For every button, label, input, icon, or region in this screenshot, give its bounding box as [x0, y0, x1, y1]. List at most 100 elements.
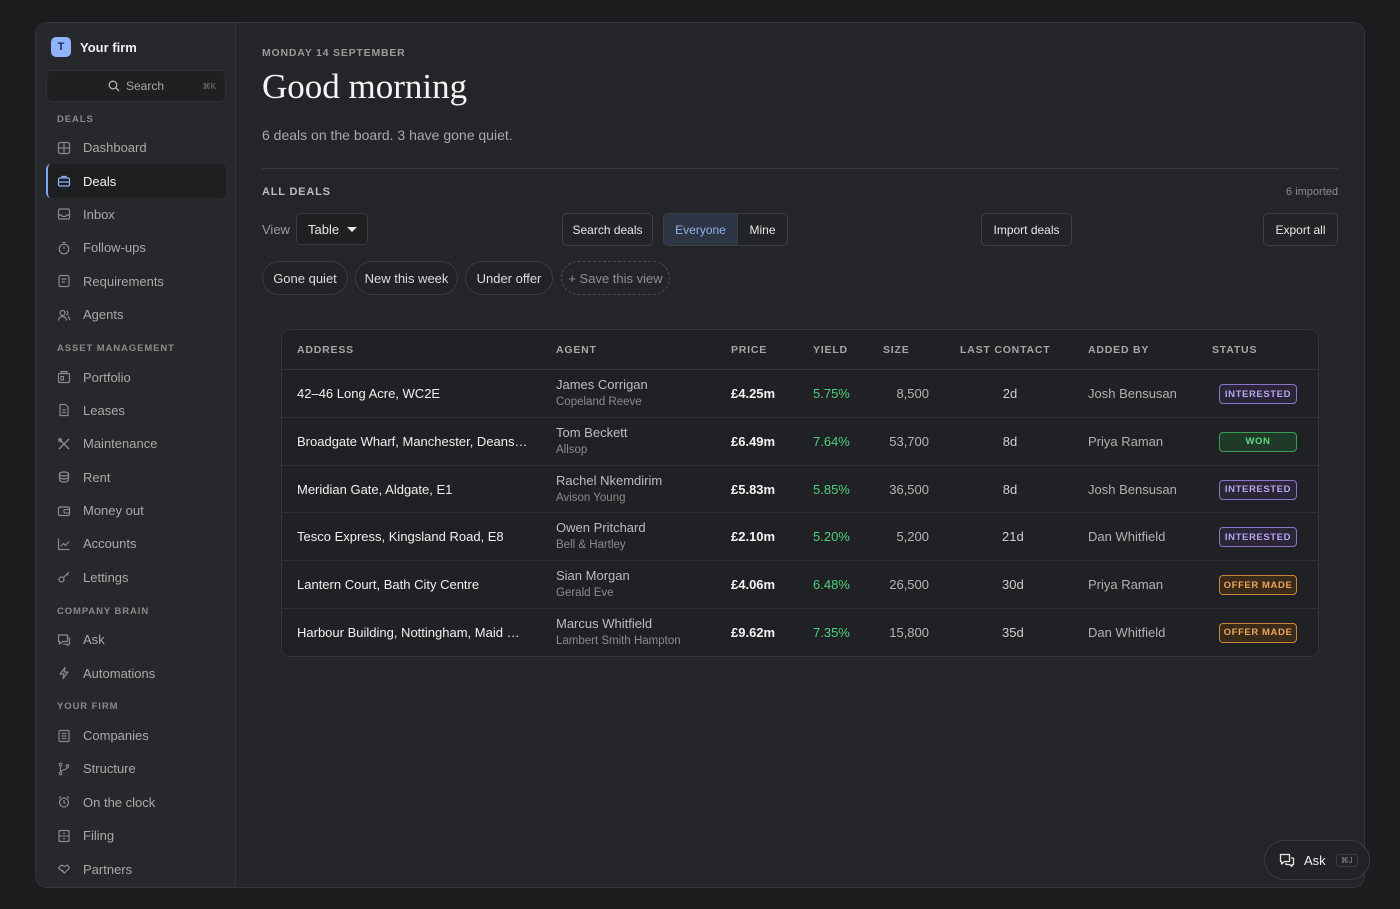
agent-firm-cell: Copeland Reeve [556, 396, 642, 408]
tools-icon [57, 437, 71, 451]
sidebar-item-follow-ups[interactable]: Follow-ups [46, 231, 226, 264]
sidebar-item-label: Partners [83, 861, 133, 877]
sidebar-item-ask[interactable]: Ask [46, 623, 226, 656]
column-header-added-by[interactable]: ADDED BY [1088, 344, 1150, 356]
sidebar-section-title: ASSET MANAGEMENT [57, 342, 175, 354]
column-header-address[interactable]: ADDRESS [297, 344, 354, 356]
ask-button[interactable]: Ask ⌘J [1264, 840, 1370, 880]
imported-count: 6 imported [1286, 186, 1338, 198]
chip-gone-quiet[interactable]: Gone quiet [262, 261, 348, 295]
segment-everyone[interactable]: Everyone [664, 214, 738, 245]
agent-name-cell: Owen Pritchard [556, 520, 646, 536]
agent-name-cell: Sian Morgan [556, 568, 630, 584]
save-view-button[interactable]: + Save this view [561, 261, 670, 295]
last-contact-cell: 30d [1002, 577, 1024, 593]
agent-name-cell: Tom Beckett [556, 424, 628, 440]
address-cell: Tesco Express, Kingsland Road, E8 [297, 529, 504, 545]
table-row[interactable]: 42–46 Long Acre, WC2E James Corrigan Copel… [282, 370, 1318, 418]
inbox-icon [57, 207, 71, 221]
sidebar-item-deals[interactable]: Deals [46, 164, 226, 198]
status-badge: OFFER MADE [1219, 575, 1297, 596]
table-row[interactable]: Tesco Express, Kingsland Road, E8 Owen Pr… [282, 513, 1318, 562]
sidebar-item-label: Filing [83, 828, 115, 844]
sidebar-item-companies[interactable]: Companies [46, 719, 226, 752]
sidebar-item-label: Ask [83, 632, 105, 648]
table-row[interactable]: Meridian Gate, Aldgate, E1 Rachel Nkemdir… [282, 466, 1318, 514]
view-select-value: Table [308, 221, 340, 237]
view-select[interactable]: Table [296, 213, 368, 245]
sidebar-item-portfolio[interactable]: Portfolio [46, 360, 226, 393]
column-header-status[interactable]: STATUS [1212, 344, 1258, 356]
coins-icon [57, 470, 71, 484]
column-header-size[interactable]: SIZE [883, 344, 910, 356]
sidebar-item-structure[interactable]: Structure [46, 752, 226, 785]
sidebar-item-label: Dashboard [83, 140, 147, 156]
price-cell: £4.25m [731, 386, 776, 401]
brand[interactable]: T Your firm [51, 36, 225, 58]
price-cell: £6.49m [731, 433, 776, 449]
search-deals-button[interactable]: Search deals [562, 213, 653, 246]
sidebar-item-agents[interactable]: Agents [46, 298, 226, 331]
timer-icon [57, 241, 71, 255]
table-row[interactable]: Lantern Court, Bath City Centre Sian Morg… [282, 561, 1318, 609]
branch-icon [57, 762, 71, 776]
agent-firm-cell: Bell & Hartley [556, 539, 626, 552]
sidebar-item-accounts[interactable]: Accounts [46, 527, 226, 560]
column-header-agent[interactable]: AGENT [556, 344, 597, 356]
agent-firm-cell: Avison Young [556, 491, 626, 504]
table-header: ADDRESS AGENT PRICE YIELD SIZE LAST CONT… [282, 330, 1318, 370]
agent-name-cell: Marcus Whitfield [556, 615, 653, 631]
price-cell: £4.06m [731, 577, 776, 593]
sidebar-item-label: Portfolio [83, 369, 131, 385]
sidebar-item-filing[interactable]: Filing [46, 819, 226, 852]
chart-icon [57, 537, 71, 551]
sidebar-item-leases[interactable]: Leases [46, 394, 226, 427]
owner-segmented-control: Everyone Mine [663, 213, 788, 246]
sidebar-item-partners[interactable]: Partners [46, 852, 226, 885]
sidebar-item-dashboard[interactable]: Dashboard [46, 131, 226, 164]
column-header-last-contact[interactable]: LAST CONTACT [960, 344, 1051, 356]
sidebar-item-label: Rent [83, 469, 111, 485]
key-icon [57, 570, 71, 584]
sidebar-item-automations[interactable]: Automations [46, 656, 226, 689]
sidebar-section-title: DEALS [57, 113, 94, 125]
import-deals-button[interactable]: Import deals [981, 213, 1072, 246]
status-badge: INTERESTED [1219, 479, 1297, 500]
column-header-price[interactable]: PRICE [731, 344, 768, 356]
sidebar-item-label: Companies [83, 728, 149, 744]
sidebar-item-inbox[interactable]: Inbox [46, 198, 226, 231]
sidebar-item-label: Accounts [83, 536, 137, 552]
sidebar-search[interactable]: Search ⌘K [46, 70, 226, 102]
address-cell: Meridian Gate, Aldgate, E1 [297, 481, 453, 497]
sidebar-item-on-the-clock[interactable]: On the clock [46, 786, 226, 819]
chip-new-this-week[interactable]: New this week [355, 261, 458, 295]
column-header-yield[interactable]: YIELD [813, 344, 848, 356]
sidebar-section-title: YOUR FIRM [57, 701, 119, 713]
sidebar-item-lettings[interactable]: Lettings [46, 561, 226, 594]
sidebar-item-rent[interactable]: Rent [46, 461, 226, 494]
table-row[interactable]: Harbour Building, Nottingham, Maid Ma...… [282, 609, 1318, 656]
document-icon [57, 403, 71, 417]
status-badge: OFFER MADE [1219, 622, 1297, 643]
size-cell: 8,500 [896, 386, 929, 401]
view-label: View [262, 222, 290, 237]
export-all-button[interactable]: Export all [1263, 213, 1338, 246]
last-contact-cell: 2d [1002, 386, 1018, 401]
sidebar-item-requirements[interactable]: Requirements [46, 265, 226, 298]
size-cell: 5,200 [896, 529, 929, 545]
status-badge: WON [1219, 431, 1297, 452]
chat-icon [57, 633, 71, 647]
address-cell: Lantern Court, Bath City Centre [297, 577, 480, 593]
price-cell: £5.83m [731, 481, 776, 497]
size-cell: 15,800 [889, 624, 929, 640]
sidebar-item-money-out[interactable]: Money out [46, 494, 226, 527]
briefcase-icon [57, 174, 71, 188]
ask-label: Ask [1304, 852, 1326, 868]
sidebar-item-label: Lettings [83, 569, 129, 585]
sidebar-item-label: Agents [83, 307, 124, 323]
agent-firm-cell: Gerald Eve [556, 587, 614, 600]
segment-mine[interactable]: Mine [738, 214, 787, 245]
table-row[interactable]: Broadgate Wharf, Manchester, Deansg... To… [282, 418, 1318, 466]
sidebar-item-maintenance[interactable]: Maintenance [46, 427, 226, 460]
chip-under-offer[interactable]: Under offer [465, 261, 553, 295]
